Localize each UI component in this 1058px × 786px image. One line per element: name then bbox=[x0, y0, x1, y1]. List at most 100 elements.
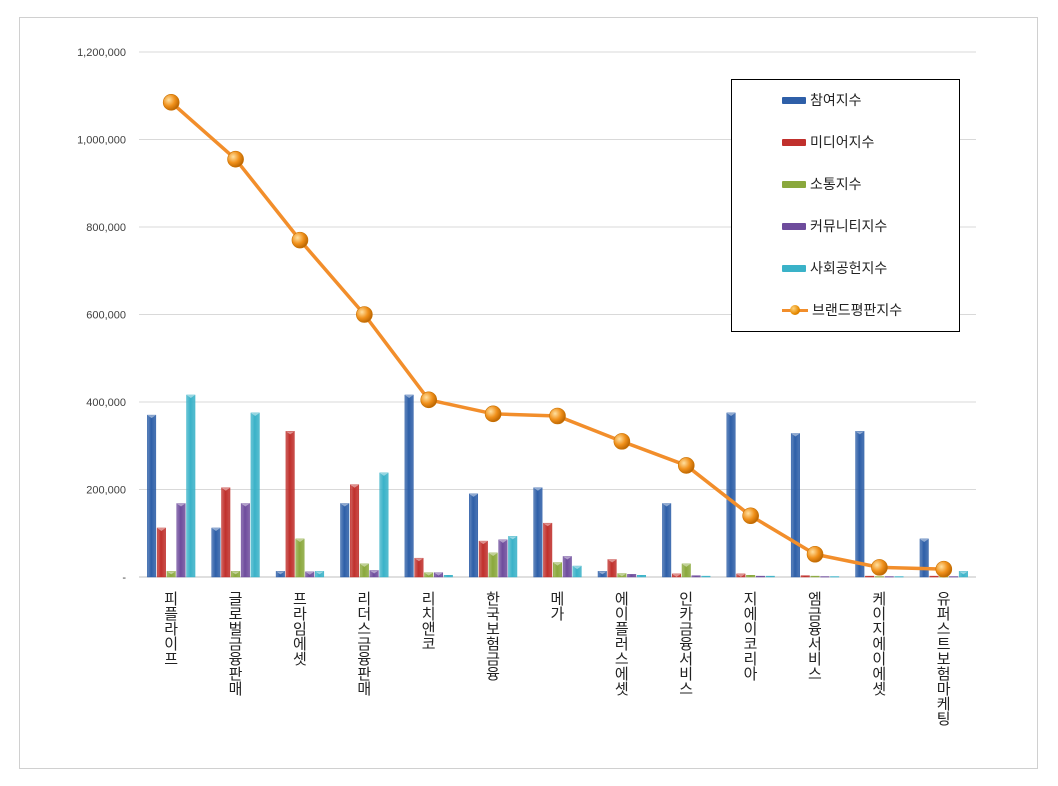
bar bbox=[681, 563, 691, 578]
bar bbox=[498, 539, 508, 578]
bar-cap bbox=[241, 503, 250, 507]
bar bbox=[884, 576, 894, 578]
bar bbox=[443, 575, 453, 578]
y-tick-label: 1,200,000 bbox=[77, 47, 126, 59]
bar-cap bbox=[682, 563, 691, 567]
bar bbox=[166, 571, 176, 578]
bar bbox=[340, 503, 350, 578]
bar bbox=[755, 575, 765, 578]
bars bbox=[147, 394, 968, 578]
legend-swatch bbox=[782, 180, 806, 188]
line-point bbox=[356, 306, 373, 323]
bar-cap bbox=[543, 523, 552, 527]
bar-cap bbox=[563, 556, 572, 560]
legend-swatch bbox=[782, 304, 808, 316]
bar bbox=[572, 565, 582, 578]
bar-cap bbox=[350, 484, 359, 488]
line-point bbox=[677, 457, 695, 474]
bar bbox=[627, 574, 637, 578]
bar bbox=[359, 563, 369, 578]
y-tick-label: 600,000 bbox=[86, 310, 126, 322]
bar-cap bbox=[147, 415, 156, 419]
bar bbox=[305, 571, 315, 578]
legend-swatch bbox=[782, 138, 806, 146]
bar-cap bbox=[434, 572, 443, 576]
bar-cap bbox=[414, 558, 424, 562]
bar bbox=[746, 575, 756, 578]
line-point bbox=[162, 94, 180, 111]
legend-label: 커뮤니티지수 bbox=[810, 219, 888, 235]
legend-label: 참여지수 bbox=[810, 93, 862, 109]
bar bbox=[221, 487, 231, 578]
bar-cap bbox=[498, 539, 508, 543]
bar bbox=[958, 571, 968, 578]
y-tick-label: 200,000 bbox=[86, 485, 126, 497]
bar bbox=[662, 503, 672, 578]
bar-cap bbox=[166, 571, 176, 575]
legend: 참여지수 미디어지수 소통지수 커뮤니티지수 사회공헌지수 브랜드평판지수 bbox=[731, 79, 960, 332]
legend-label: 브랜드평판지수 bbox=[812, 303, 903, 319]
bar-cap bbox=[231, 571, 240, 575]
bar bbox=[508, 536, 518, 578]
legend-item: 사회공헌지수 bbox=[782, 258, 887, 278]
bar-cap bbox=[662, 503, 671, 507]
bar bbox=[874, 576, 884, 578]
bar bbox=[636, 575, 646, 578]
y-tick-label: 400,000 bbox=[86, 397, 126, 409]
legend-label: 미디어지수 bbox=[810, 135, 875, 151]
bar-cap bbox=[285, 431, 295, 435]
bar-cap bbox=[791, 433, 800, 437]
bar-cap bbox=[919, 538, 929, 542]
bar bbox=[478, 540, 488, 578]
bar-cap bbox=[469, 493, 478, 497]
bar bbox=[929, 575, 939, 578]
bar bbox=[865, 575, 875, 578]
bar-cap bbox=[424, 572, 433, 576]
bar-cap bbox=[488, 552, 498, 556]
bar bbox=[231, 571, 241, 578]
legend-swatch bbox=[782, 264, 806, 272]
bar bbox=[488, 552, 498, 578]
bar bbox=[350, 484, 360, 578]
bar-cap bbox=[250, 412, 260, 416]
bar bbox=[800, 575, 810, 578]
line-point bbox=[484, 405, 502, 423]
bar bbox=[562, 556, 572, 578]
bar bbox=[250, 412, 260, 578]
bar-cap bbox=[340, 503, 349, 507]
y-axis-ticks: - 200,000 400,000 600,000 800,000 1,000,000 1,… bbox=[77, 47, 126, 584]
bar-cap bbox=[186, 395, 196, 398]
bar bbox=[597, 571, 607, 578]
bar bbox=[726, 412, 736, 578]
line-point bbox=[227, 150, 244, 168]
bar-cap bbox=[221, 487, 231, 491]
x-axis-categories: 피 플 라 이 프 글 로 벌 금 융 판 매 프 라 임 에 셋 리 더 스 금 융 판 매 리 치 앤 코 한 국 보 험 금 융 메 가 에 이 플 러… bbox=[164, 590, 951, 728]
bar-cap bbox=[211, 528, 221, 531]
line-point bbox=[806, 545, 824, 563]
legend-item: 커뮤니티지수 bbox=[782, 216, 887, 236]
bar bbox=[790, 433, 800, 578]
bar bbox=[671, 573, 681, 578]
bar-cap bbox=[305, 571, 315, 575]
bar-cap bbox=[959, 571, 968, 575]
bar bbox=[147, 414, 157, 578]
legend-swatch bbox=[782, 96, 806, 104]
bar-cap bbox=[295, 538, 305, 542]
bar-cap bbox=[157, 528, 166, 531]
bar-cap bbox=[553, 562, 562, 566]
bar bbox=[617, 573, 627, 578]
bar bbox=[369, 570, 379, 578]
y-tick-label: - bbox=[122, 572, 126, 584]
bar-cap bbox=[276, 571, 285, 575]
bar bbox=[810, 575, 820, 578]
legend-item: 미디어지수 bbox=[782, 132, 874, 152]
legend-item: 브랜드평판지수 bbox=[782, 300, 902, 320]
bar bbox=[949, 576, 959, 578]
